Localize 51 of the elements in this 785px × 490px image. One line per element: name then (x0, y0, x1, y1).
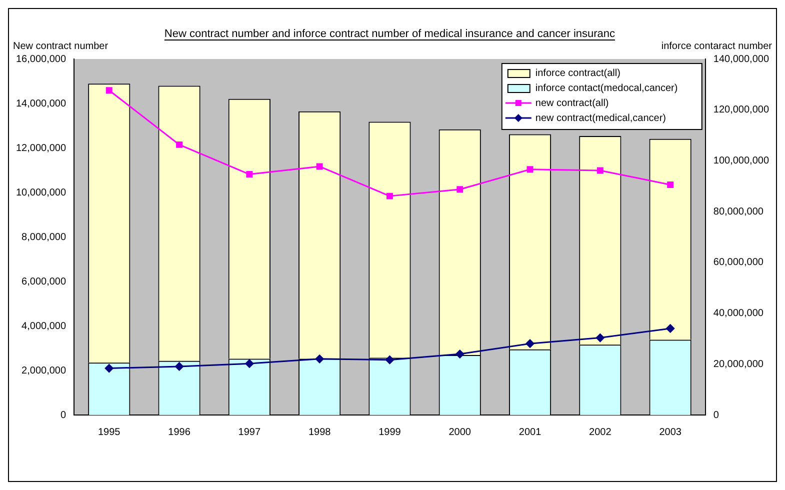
point (596, 334, 604, 342)
y2-tick-label: 120,000,000 (713, 104, 770, 116)
y-tick-label: 10,000,000 (16, 187, 66, 198)
y2-axis-title: inforce contaract number (661, 41, 773, 52)
point (315, 354, 324, 364)
point (456, 186, 464, 193)
x-tick-label: 1996 (168, 426, 191, 438)
y2-tick-label: 60,000,000 (713, 257, 764, 268)
point (316, 163, 323, 170)
point (246, 171, 253, 178)
y2-tick-label: 80,000,000 (713, 206, 764, 218)
y-axis-title: New contract number (13, 41, 109, 52)
point (667, 181, 674, 188)
point (176, 141, 182, 148)
legend-label: inforce contact(medocal,cancer) (535, 82, 678, 94)
y-tick-label: 6,000,000 (22, 276, 66, 288)
legend-label: inforce contract(all) (535, 68, 620, 79)
x-tick-label: 1997 (238, 426, 261, 438)
legend-label: new contract(all) (535, 98, 609, 109)
x-tick-label: 2003 (659, 426, 682, 438)
y-tick-label: 4,000,000 (22, 320, 66, 332)
y2-tick-label: 40,000,000 (713, 308, 764, 320)
y-tick-label: 14,000,000 (16, 98, 66, 110)
point (175, 362, 184, 371)
point (666, 324, 675, 333)
chart-title: New contract number and inforce contract number of medical insurance and cancer insuranc (164, 28, 616, 40)
y2-tick-label: 100,000,000 (713, 155, 770, 166)
legend-label: new contract(medical,cancer) (535, 112, 666, 124)
point (526, 339, 534, 348)
x-tick-label: 1995 (98, 426, 121, 438)
x-tick-label: 2000 (448, 426, 472, 438)
y-tick-label: 8,000,000 (22, 232, 66, 243)
y-tick-label: 12,000,000 (16, 142, 66, 154)
y2-tick-label: 0 (713, 410, 720, 421)
x-tick-label: 1999 (378, 426, 402, 438)
x-tick-label: 2002 (589, 426, 612, 438)
point (526, 166, 534, 173)
point (385, 356, 394, 364)
x-tick-label: 1998 (308, 426, 332, 438)
point (596, 167, 604, 174)
point (106, 87, 112, 94)
y-tick-label: 2,000,000 (22, 365, 66, 376)
y2-tick-label: 20,000,000 (713, 358, 764, 370)
point (386, 192, 393, 200)
x-tick-label: 2001 (518, 426, 542, 438)
y2-tick-label: 140,000,000 (713, 54, 770, 65)
point (104, 364, 114, 373)
y-tick-label: 0 (60, 410, 66, 421)
y-tick-label: 16,000,000 (16, 54, 66, 65)
point (245, 359, 254, 368)
point (456, 350, 464, 358)
